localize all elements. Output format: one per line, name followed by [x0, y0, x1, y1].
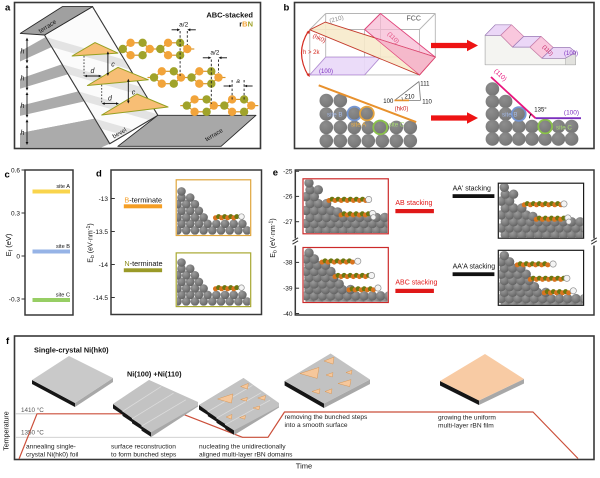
- svg-text:-13: -13: [99, 196, 109, 203]
- svg-text:B-terminate: B-terminate: [124, 195, 162, 204]
- svg-text:d: d: [91, 68, 96, 75]
- svg-text:1410 °C: 1410 °C: [21, 406, 44, 414]
- svg-text:-13.5: -13.5: [93, 229, 108, 236]
- svg-text:multi-layer rBN film: multi-layer rBN film: [438, 423, 494, 430]
- svg-text:Temperature: Temperature: [4, 411, 11, 450]
- svg-text:Eb (eV·nm-1): Eb (eV·nm-1): [86, 223, 96, 262]
- svg-text:0.3: 0.3: [11, 210, 20, 217]
- svg-text:h > 2k: h > 2k: [303, 50, 321, 56]
- svg-text:rBN: rBN: [239, 19, 253, 28]
- svg-text:-38: -38: [283, 260, 293, 267]
- svg-text:AA'A stacking: AA'A stacking: [453, 264, 496, 271]
- svg-text:h: h: [21, 103, 25, 110]
- svg-text:a/2: a/2: [210, 50, 219, 57]
- svg-text:aligned multi-layer rBN domain: aligned multi-layer rBN domains: [199, 452, 293, 459]
- svg-text:(hk0): (hk0): [311, 34, 326, 45]
- svg-text:-14.5: -14.5: [93, 295, 108, 302]
- svg-text:into a smooth surface: into a smooth surface: [285, 422, 348, 429]
- svg-text:removing the bunched steps: removing the bunched steps: [285, 414, 369, 421]
- svg-text:annealing single-: annealing single-: [26, 444, 76, 451]
- svg-text:crystal Ni(hk0) foil: crystal Ni(hk0) foil: [26, 452, 79, 459]
- svg-text:-39: -39: [283, 286, 293, 293]
- svg-text:1350 °C: 1350 °C: [21, 429, 44, 437]
- svg-text:d: d: [108, 96, 113, 103]
- svg-text:h: h: [21, 49, 25, 56]
- svg-text:ABC stacking: ABC stacking: [395, 280, 437, 287]
- svg-text:(100): (100): [319, 69, 333, 75]
- svg-text:110: 110: [422, 100, 432, 106]
- svg-text:growing the uniform: growing the uniform: [438, 415, 496, 422]
- svg-text:AA' stacking: AA' stacking: [453, 186, 491, 193]
- svg-text:210: 210: [404, 95, 415, 101]
- svg-text:100: 100: [383, 99, 394, 105]
- svg-text:site A: site A: [56, 184, 70, 190]
- svg-text:Eb (eV·nm-1): Eb (eV·nm-1): [269, 218, 279, 257]
- svg-text:d: d: [96, 169, 102, 180]
- svg-text:b: b: [284, 3, 290, 14]
- svg-text:to form bunched steps: to form bunched steps: [111, 452, 177, 459]
- svg-text:site C: site C: [389, 122, 405, 129]
- svg-text:c: c: [132, 89, 136, 96]
- svg-text:a: a: [5, 3, 11, 14]
- svg-text:111: 111: [420, 82, 430, 88]
- svg-text:FCC: FCC: [407, 16, 421, 23]
- svg-text:-27: -27: [283, 219, 293, 226]
- svg-text:a: a: [236, 78, 240, 85]
- svg-text:Single-crystal Ni(hk0): Single-crystal Ni(hk0): [34, 345, 109, 354]
- svg-text:h: h: [21, 76, 25, 83]
- svg-text:site B: site B: [327, 112, 342, 119]
- svg-text:f: f: [6, 336, 10, 347]
- svg-text:(210): (210): [329, 14, 345, 25]
- svg-text:(100): (100): [564, 110, 579, 117]
- svg-text:0: 0: [16, 253, 20, 260]
- svg-text:surface reconstruction: surface reconstruction: [111, 444, 176, 451]
- svg-text:ABC-stacked: ABC-stacked: [206, 11, 253, 20]
- svg-text:-40: -40: [283, 311, 293, 318]
- svg-text:-25: -25: [283, 169, 293, 176]
- svg-text:135°: 135°: [534, 108, 547, 114]
- svg-text:site B: site B: [56, 244, 70, 250]
- svg-text:site C: site C: [556, 125, 572, 132]
- svg-text:0.6: 0.6: [11, 167, 20, 174]
- svg-text:AB stacking: AB stacking: [395, 200, 432, 207]
- svg-text:Ef (eV): Ef (eV): [4, 233, 15, 256]
- svg-text:c: c: [111, 62, 115, 69]
- svg-text:site C: site C: [56, 292, 70, 298]
- svg-text:site A: site A: [351, 122, 367, 129]
- svg-text:(hk0): (hk0): [395, 107, 409, 113]
- svg-text:e: e: [273, 168, 278, 179]
- svg-text:-14: -14: [99, 262, 109, 269]
- svg-text:Time: Time: [296, 462, 312, 471]
- svg-text:(100): (100): [564, 51, 578, 57]
- svg-text:-26: -26: [283, 194, 293, 201]
- svg-text:h: h: [21, 130, 25, 137]
- svg-text:-0.3: -0.3: [9, 296, 21, 303]
- svg-text:nucleating the unidirectionall: nucleating the unidirectionally: [199, 444, 286, 451]
- svg-text:N-terminate: N-terminate: [124, 259, 162, 268]
- svg-text:c: c: [5, 170, 10, 181]
- svg-text:a/2: a/2: [179, 22, 188, 29]
- svg-text:site B: site B: [502, 112, 517, 119]
- svg-text:Ni(100) +Ni(110): Ni(100) +Ni(110): [127, 370, 182, 379]
